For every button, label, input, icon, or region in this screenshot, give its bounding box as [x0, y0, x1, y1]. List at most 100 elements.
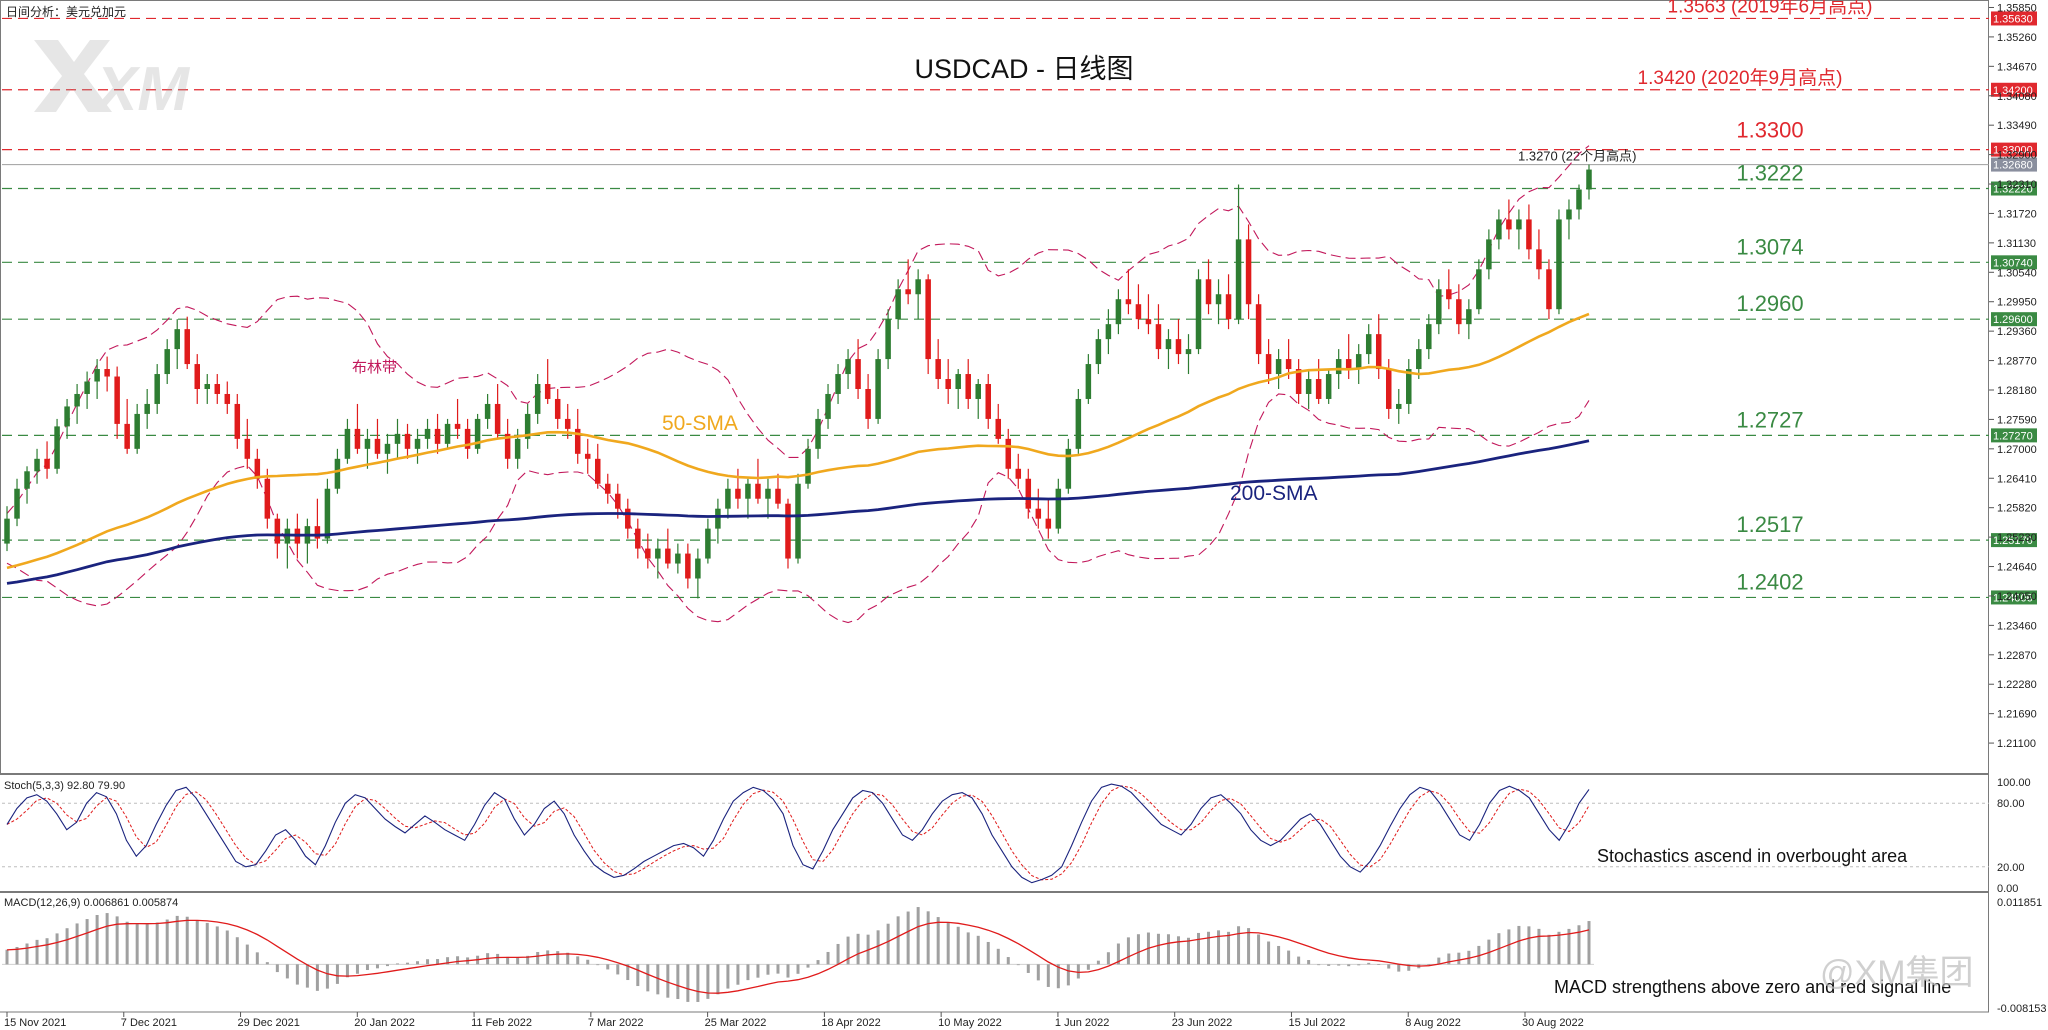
- candle-body: [935, 359, 941, 380]
- candle: [675, 543, 681, 574]
- candle: [695, 548, 701, 599]
- candle-body: [1185, 349, 1192, 355]
- time-tick-label: 7 Mar 2022: [588, 1017, 644, 1029]
- candle-body: [504, 433, 511, 459]
- candle: [94, 359, 100, 399]
- candle-body: [264, 478, 271, 519]
- candle: [915, 269, 921, 320]
- macd-histogram-bar: [1277, 945, 1281, 965]
- price-tick-label: 1.22280: [1997, 679, 2037, 691]
- candle: [384, 433, 391, 474]
- candle-body: [745, 483, 751, 499]
- support-level-label: 1.2727: [1736, 407, 1803, 432]
- candle: [1365, 324, 1372, 365]
- price-tick-label: 1.32900: [1997, 150, 2037, 162]
- macd-histogram-bar: [1407, 964, 1411, 971]
- candle-body: [1335, 359, 1342, 375]
- candle-body: [955, 374, 961, 389]
- candle: [544, 359, 551, 404]
- macd-histogram-bar: [5, 949, 9, 965]
- page-title: USDCAD - 日线图: [914, 54, 1133, 84]
- candle-body: [1295, 369, 1302, 394]
- candle: [875, 349, 881, 424]
- candle-body: [214, 384, 221, 394]
- macd-label: MACD(12,26,9) 0.006861 0.005874: [4, 897, 178, 909]
- macd-histogram-bar: [636, 964, 640, 987]
- macd-histogram-bar: [1217, 930, 1221, 965]
- support-level-tag-box: [1991, 255, 2037, 270]
- candle: [1345, 334, 1352, 380]
- support-level-label: 1.2960: [1736, 291, 1803, 316]
- macd-histogram-bar: [1567, 928, 1571, 965]
- macd-histogram-bar: [45, 938, 49, 965]
- macd-histogram-bar: [335, 964, 339, 984]
- macd-histogram-bar: [1347, 964, 1351, 967]
- candle: [765, 478, 771, 519]
- candle-body: [715, 508, 721, 529]
- candle-body: [74, 393, 80, 407]
- candle-body: [84, 381, 90, 394]
- candle: [735, 468, 741, 509]
- candle: [434, 413, 441, 454]
- candle: [1556, 209, 1562, 315]
- macd-histogram-bar: [55, 933, 59, 965]
- macd-histogram-bar: [756, 964, 760, 978]
- resistance-level-tag: 1.33000: [1993, 145, 2033, 157]
- candle: [895, 279, 901, 330]
- price-tick-label: 1.29950: [1997, 297, 2037, 309]
- candle: [24, 466, 30, 504]
- candle: [54, 418, 60, 474]
- candle-body: [314, 526, 321, 539]
- macd-histogram-bar: [1387, 964, 1391, 969]
- macd-histogram-bar: [1176, 936, 1180, 965]
- candlesticks: [4, 164, 1592, 599]
- candle: [795, 473, 801, 564]
- candle: [1185, 334, 1192, 375]
- macd-histogram-bar: [416, 961, 420, 965]
- macd-histogram-bar: [365, 964, 369, 971]
- macd-histogram-bar: [826, 951, 830, 965]
- candle-body: [1516, 219, 1522, 230]
- candle-body: [404, 433, 411, 449]
- candle-body: [1315, 379, 1322, 399]
- candle: [865, 374, 871, 429]
- candle: [34, 448, 40, 484]
- candle: [4, 506, 10, 552]
- macd-histogram-bar: [786, 964, 790, 978]
- candle: [584, 438, 591, 474]
- candle-body: [1536, 249, 1542, 270]
- candle-body: [184, 329, 190, 365]
- time-tick-label: 15 Jul 2022: [1288, 1017, 1345, 1029]
- price-tick-label: 1.29360: [1997, 326, 2037, 338]
- macd-histogram-bar: [195, 920, 199, 965]
- candle: [144, 388, 150, 429]
- macd-histogram-bar: [1527, 926, 1531, 965]
- candle-body: [615, 493, 621, 509]
- macd-histogram-bar: [1056, 964, 1060, 989]
- time-tick-label: 20 Jan 2022: [354, 1017, 415, 1029]
- candle-body: [1105, 324, 1112, 340]
- macd-histogram-bar: [1116, 943, 1120, 965]
- price-tick-label: 1.21690: [1997, 709, 2037, 721]
- candle: [164, 339, 170, 385]
- candle: [1536, 229, 1542, 280]
- candle: [1506, 199, 1512, 240]
- support-level-tag: 1.29600: [1993, 314, 2033, 326]
- candle-body: [44, 458, 50, 469]
- macd-histogram-bar: [916, 907, 920, 965]
- candle-body: [1115, 299, 1122, 325]
- candle-body: [1045, 518, 1052, 529]
- candle: [1065, 438, 1072, 494]
- candle: [484, 393, 491, 429]
- candle-body: [805, 448, 811, 484]
- stoch-tick-label: 80.00: [1997, 798, 2025, 810]
- time-tick-label: 29 Dec 2021: [238, 1017, 300, 1029]
- candle: [1325, 369, 1332, 404]
- candle: [194, 354, 200, 404]
- candle-body: [1275, 359, 1282, 375]
- candle: [1115, 289, 1122, 335]
- macd-histogram-bar: [215, 926, 219, 965]
- candle-body: [845, 359, 851, 375]
- candle-body: [1426, 324, 1432, 350]
- candle-body: [995, 418, 1002, 439]
